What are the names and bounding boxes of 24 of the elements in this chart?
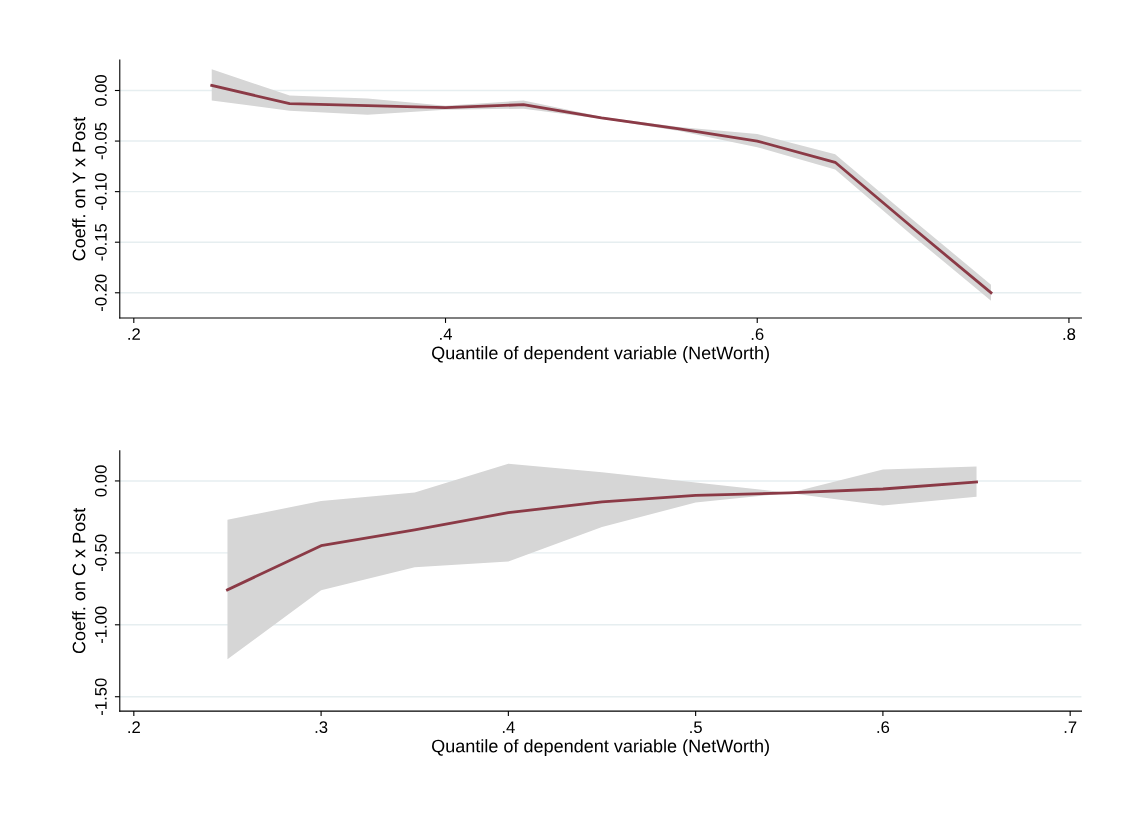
- x-axis-title: Quantile of dependent variable (NetWorth): [432, 739, 769, 756]
- y-tick-label: 0.00: [94, 74, 107, 107]
- y-axis-title: Coeff. on C x Post: [72, 507, 86, 654]
- x-tick-label: .6: [877, 721, 890, 734]
- x-tick-label: .2: [128, 328, 140, 340]
- x-tick-label: .4: [440, 328, 452, 340]
- y-tick-label: -1.00: [94, 606, 107, 644]
- y-tick-label: -1.50: [94, 678, 107, 715]
- y-tick-label: -0.05: [94, 122, 107, 160]
- x-tick-label: .3: [315, 721, 328, 734]
- x-tick-label: .5: [690, 721, 702, 734]
- x-tick-label: .6: [751, 328, 764, 341]
- x-tick-label: .2: [128, 721, 140, 733]
- x-axis-title: Quantile of dependent variable (NetWorth): [432, 346, 769, 363]
- y-tick-label: -0.20: [94, 274, 107, 312]
- y-tick-label: -0.10: [94, 173, 107, 210]
- x-tick-label: .4: [502, 721, 515, 733]
- y-axis-title: Coeff. on Y x Post: [72, 116, 86, 261]
- x-tick-label: .7: [1064, 721, 1077, 733]
- line-series: [226, 480, 978, 592]
- y-tick-label: -0.50: [94, 534, 107, 572]
- y-tick-label: 0.00: [94, 465, 107, 497]
- x-tick-label: .8: [1063, 328, 1076, 341]
- y-tick-label: -0.15: [94, 223, 107, 261]
